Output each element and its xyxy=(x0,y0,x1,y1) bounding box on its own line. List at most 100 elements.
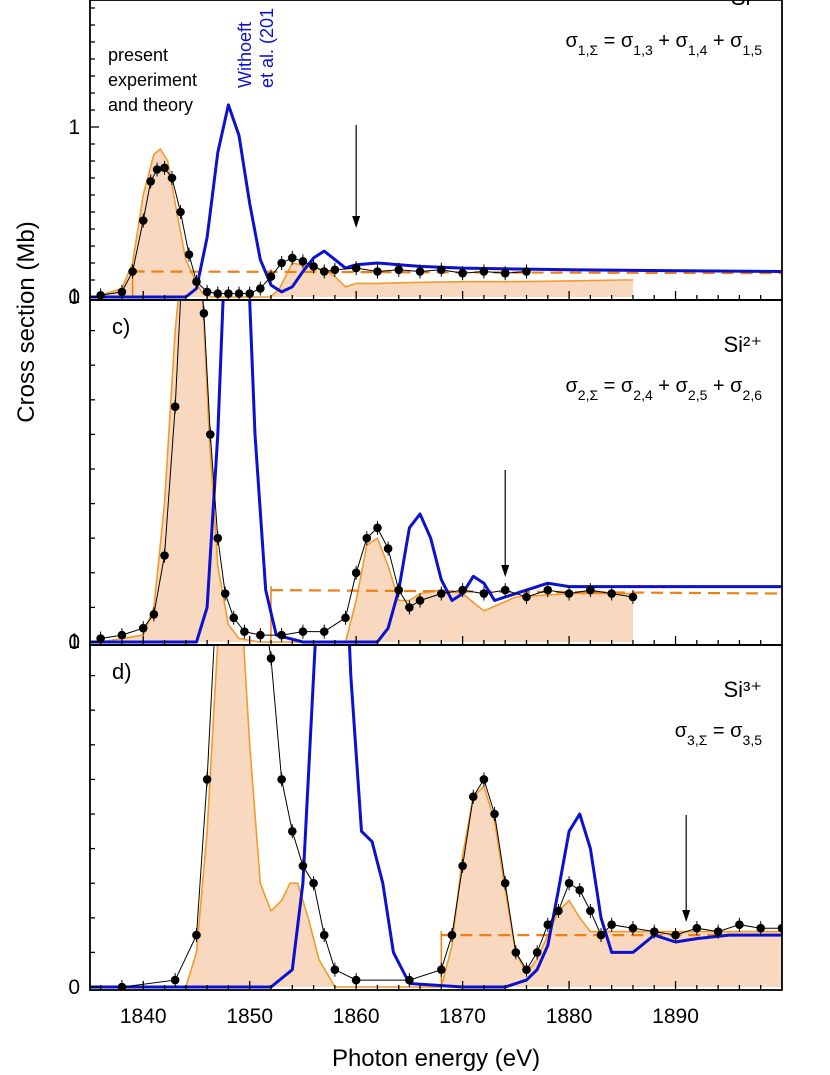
experiment-point xyxy=(415,267,425,276)
legend-line-3: and theory xyxy=(108,95,193,115)
experiment-point xyxy=(224,505,233,514)
experiment-point xyxy=(256,284,265,293)
experiment-point xyxy=(607,920,616,930)
experiment-point xyxy=(220,589,230,598)
panel-frame xyxy=(89,644,783,991)
experiment-point xyxy=(437,265,446,275)
experiment-point xyxy=(256,630,265,640)
y-tick-label: 0 xyxy=(68,286,80,309)
experiment-point xyxy=(362,533,372,543)
experiment-point xyxy=(330,965,340,974)
experiment-point xyxy=(170,975,180,985)
experiment-point xyxy=(756,923,766,933)
experiment-point xyxy=(522,965,531,974)
experiment-point xyxy=(298,257,308,266)
experiment-point xyxy=(628,923,638,933)
y-axis-label: Cross section (Mb) xyxy=(13,221,40,422)
experiment-point xyxy=(192,216,201,225)
arrow-head xyxy=(682,910,691,922)
experiment-point xyxy=(500,268,510,278)
experiment-point xyxy=(500,585,510,595)
experiment-point xyxy=(479,589,489,598)
present-theory-fill xyxy=(100,149,634,297)
experiment-point xyxy=(277,775,286,784)
experiment-point xyxy=(192,277,201,287)
experiment-point xyxy=(543,585,553,595)
experiment-point xyxy=(277,630,286,640)
ion-label: Si²⁺ xyxy=(724,332,763,357)
experiment-point xyxy=(167,173,177,183)
reference-theory-line xyxy=(90,300,782,644)
experiment-point xyxy=(138,623,148,633)
plot-area xyxy=(90,103,782,300)
experiment-point xyxy=(437,589,446,598)
experiment-point xyxy=(554,906,563,916)
experiment-point xyxy=(192,930,201,940)
experiment-point xyxy=(351,975,361,985)
experiment-point xyxy=(713,927,723,936)
experiment-point xyxy=(245,540,254,549)
arrow-head xyxy=(501,565,510,577)
experiment-point xyxy=(266,654,276,663)
panel-3: 01d)Si³⁺σ3,Σ = σ3,5 xyxy=(68,505,783,999)
experiment-point xyxy=(586,906,595,916)
experiment-point xyxy=(458,861,467,871)
experiment-point xyxy=(146,177,155,186)
x-tick-label: 1880 xyxy=(546,1005,593,1028)
ion-label: Si⁺ xyxy=(731,0,762,10)
experiment-point xyxy=(405,603,414,612)
panel-2: 01c)Si²⁺σ2,Σ = σ2,4 + σ2,5 + σ2,6 xyxy=(68,195,783,654)
x-tick-label: 1840 xyxy=(120,1005,167,1028)
x-tick-label: 1870 xyxy=(439,1005,486,1028)
experiment-point xyxy=(117,287,127,297)
experiment-point xyxy=(692,923,702,933)
experiment-point xyxy=(128,267,137,276)
experiment-point xyxy=(564,878,574,888)
plot-area xyxy=(90,195,782,645)
experiment-point xyxy=(394,265,404,275)
x-axis-label: Photon energy (eV) xyxy=(332,1045,540,1072)
experiment-point xyxy=(373,267,382,276)
experiment-point xyxy=(298,627,308,636)
experiment-point xyxy=(575,885,585,895)
experiment-point xyxy=(309,878,318,888)
experiment-point xyxy=(213,289,223,298)
experiment-point xyxy=(607,589,616,598)
present-theory-fill xyxy=(185,645,782,987)
experiment-point xyxy=(735,920,744,930)
x-axis: 1840 1850 1860 1870 1880 1890 xyxy=(120,1005,699,1028)
experiment-point xyxy=(532,948,542,957)
experiment-point xyxy=(628,592,638,602)
experiment-point xyxy=(185,195,194,204)
experiment-point xyxy=(543,920,553,930)
experiment-point xyxy=(383,544,393,553)
experiment-point xyxy=(184,250,194,259)
experiment-point xyxy=(479,775,489,784)
experiment-point xyxy=(319,267,329,276)
y-tick-label: 0 xyxy=(68,976,80,999)
experiment-point xyxy=(138,216,148,225)
y-tick-label: 0 xyxy=(68,631,80,654)
experiment-point xyxy=(202,287,212,297)
experiment-point xyxy=(309,262,318,271)
experiment-point xyxy=(649,927,659,936)
experiment-point xyxy=(522,592,531,602)
panel-1: 01Si⁺σ1,Σ = σ1,3 + σ1,4 + σ1,5 xyxy=(68,0,783,309)
panel-label: d) xyxy=(112,659,132,684)
experiment-point xyxy=(234,289,244,298)
y-tick-label: 1 xyxy=(68,116,80,139)
experiment-point xyxy=(671,930,680,940)
experiment-point xyxy=(405,975,414,985)
ref-label-2: et al. (201 xyxy=(257,8,277,88)
experiment-point xyxy=(206,430,215,439)
experiment-point xyxy=(160,551,169,560)
experiment-point xyxy=(447,930,457,940)
experiment-point xyxy=(596,930,606,940)
experiment-point xyxy=(458,268,467,278)
reference-theory-line xyxy=(90,103,782,299)
arrow-head xyxy=(352,216,361,228)
experiment-point xyxy=(490,809,499,819)
experiment-point xyxy=(777,923,782,933)
panel-label: c) xyxy=(112,314,130,339)
